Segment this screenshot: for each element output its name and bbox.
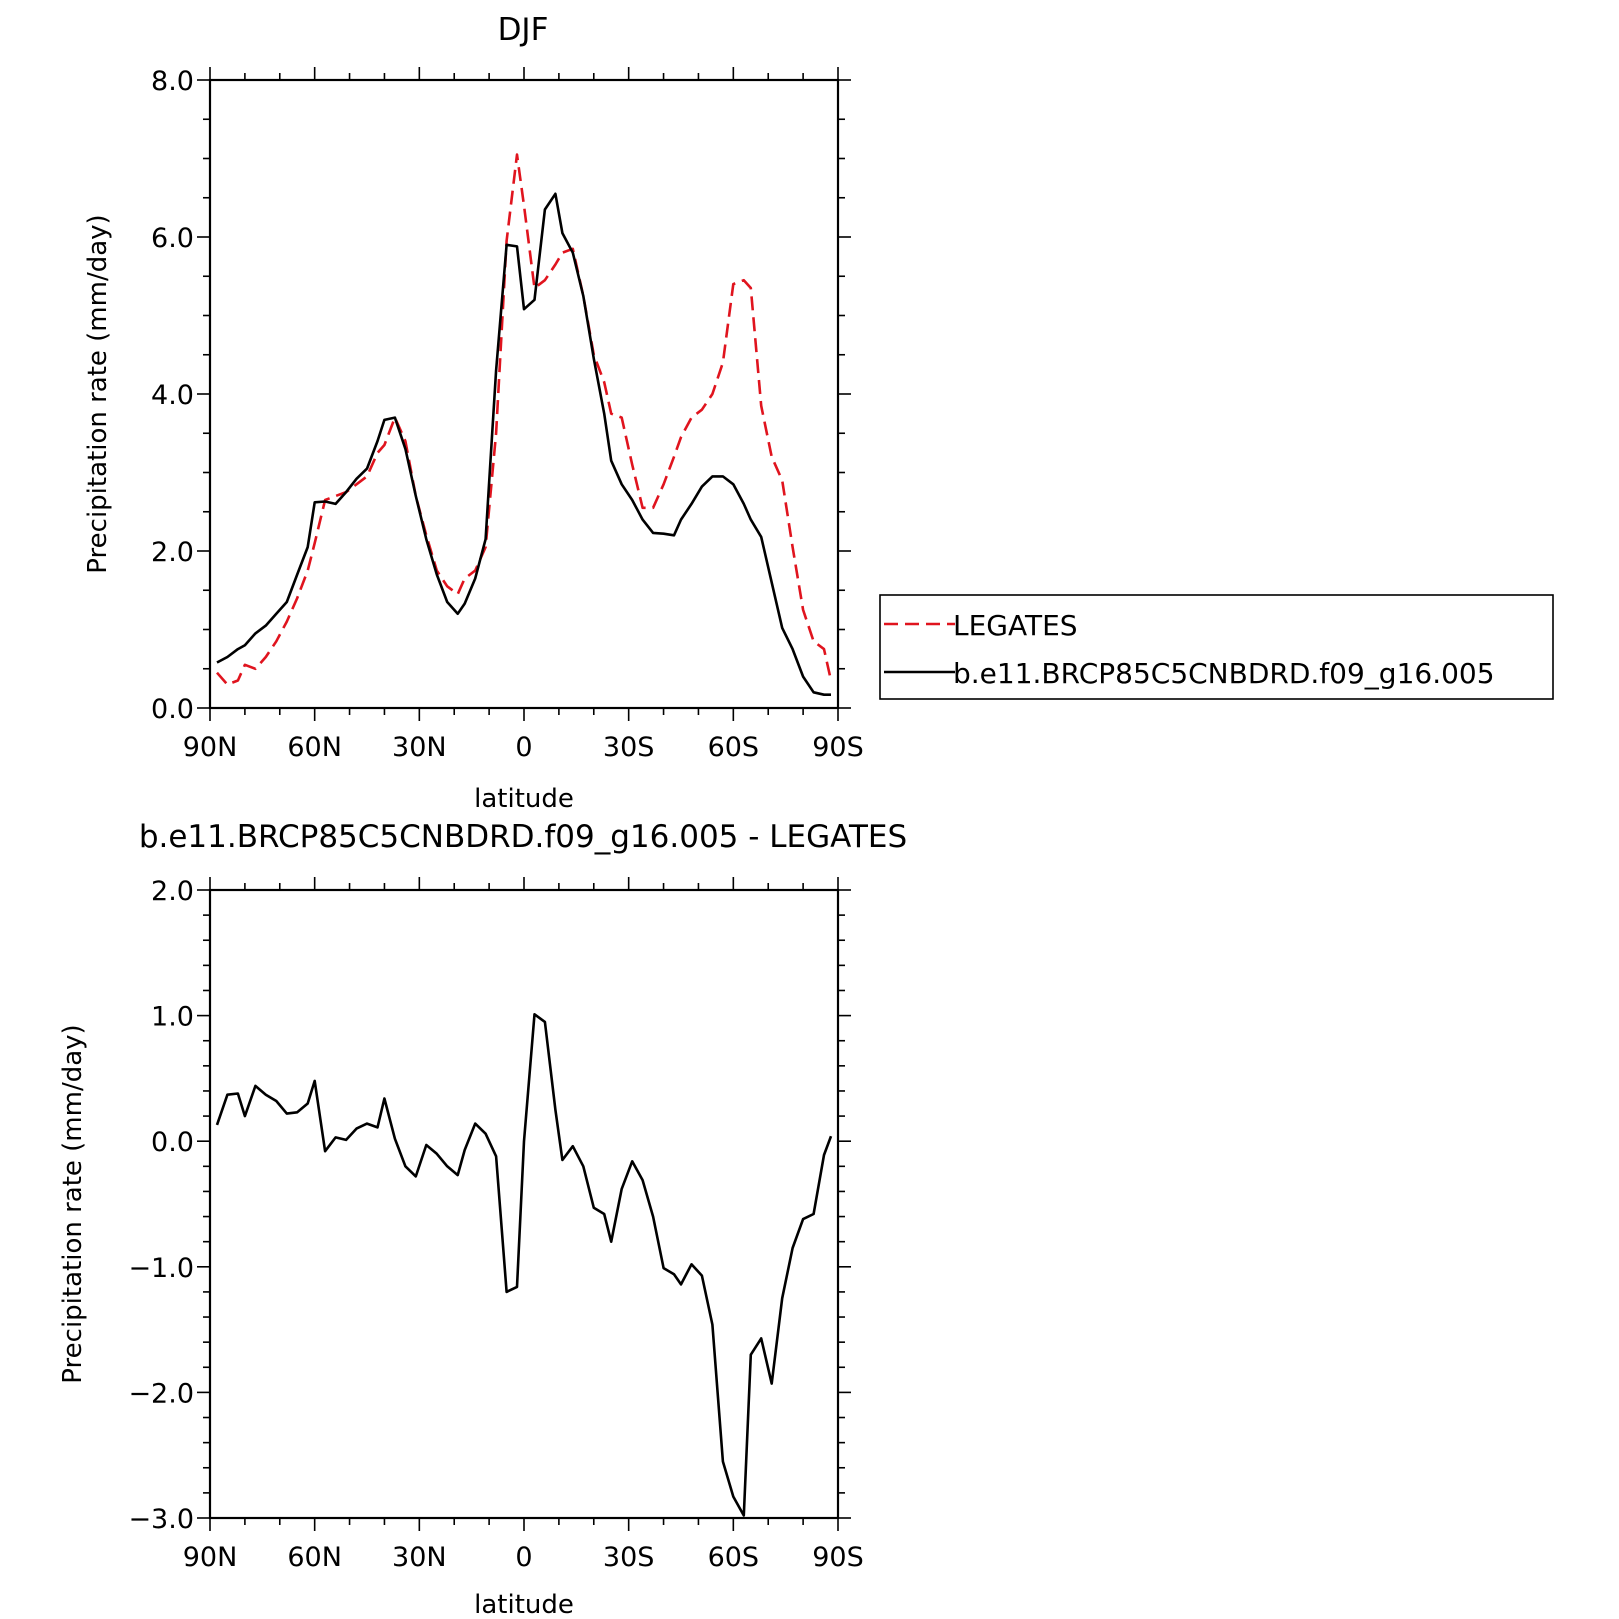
y-tick-label: 1.0 xyxy=(151,1002,194,1033)
legend: LEGATES b.e11.BRCP85C5CNBDRD.f09_g16.005 xyxy=(879,594,1554,700)
climatology-panel: DJF 0.02.04.06.08.0 90N 60N 30N 0 30S 60S 90S … xyxy=(83,12,1554,814)
axis-ticks xyxy=(197,877,851,1531)
panel-title: DJF xyxy=(498,12,549,48)
x-tick-label: 90N xyxy=(183,1542,238,1573)
plot-frame xyxy=(208,78,840,710)
y-tick-label: 2.0 xyxy=(151,537,194,568)
x-tick-label: 0 xyxy=(515,732,532,763)
series-line-model xyxy=(216,192,831,697)
x-axis-label: latitude xyxy=(474,784,574,814)
x-axis-label: latitude xyxy=(474,1590,574,1619)
legend-box xyxy=(879,594,1554,700)
legend-label-model: b.e11.BRCP85C5CNBDRD.f09_g16.005 xyxy=(953,657,1495,690)
legend-label-legates: LEGATES xyxy=(953,609,1078,642)
y-tick-label: −3.0 xyxy=(128,1504,194,1535)
x-tick-label: 60S xyxy=(708,1542,760,1573)
x-tick-label: 30N xyxy=(392,732,447,763)
x-tick-label: 0 xyxy=(515,1542,532,1573)
y-tick-label: 2.0 xyxy=(151,876,194,907)
x-tick-label: 30S xyxy=(603,1542,655,1573)
x-tick-label: 60N xyxy=(287,732,342,763)
plot-frame xyxy=(208,888,840,1520)
panel-title: b.e11.BRCP85C5CNBDRD.f09_g16.005 - LEGAT… xyxy=(139,819,907,855)
series-line-legates xyxy=(216,153,833,686)
y-tick-label: 8.0 xyxy=(151,66,194,97)
x-tick-label: 30S xyxy=(603,732,655,763)
y-tick-labels: 0.0 2.0 4.0 6.0 8.0 xyxy=(151,66,194,725)
x-tick-label: 30N xyxy=(392,1542,447,1573)
y-tick-label: −1.0 xyxy=(128,1253,194,1284)
difference-panel: b.e11.BRCP85C5CNBDRD.f09_g16.005 - LEGAT… xyxy=(58,819,907,1619)
axis-ticks xyxy=(197,67,851,721)
y-tick-label: 4.0 xyxy=(151,380,194,411)
x-tick-label: 90S xyxy=(812,732,864,763)
y-axis-label: Precipitation rate (mm/day) xyxy=(58,1024,88,1383)
y-tick-label: 0.0 xyxy=(151,694,194,725)
x-tick-label: 60N xyxy=(287,1542,342,1573)
x-tick-labels: 90N 60N 30N 0 30S 60S 90S xyxy=(183,732,864,763)
x-tick-label: 60S xyxy=(708,732,760,763)
series-lines xyxy=(215,1012,833,1517)
y-tick-labels: −3.0 −2.0 −1.0 0.0 1.0 2.0 xyxy=(128,876,194,1535)
x-tick-label: 90S xyxy=(812,1542,864,1573)
x-tick-labels: 90N 60N 30N 0 30S 60S 90S xyxy=(183,1542,864,1573)
y-tick-label: −2.0 xyxy=(128,1378,194,1409)
x-tick-label: 90N xyxy=(183,732,238,763)
y-tick-label: 6.0 xyxy=(151,223,194,254)
series-lines xyxy=(216,153,833,697)
series-line-model xyxy=(215,1012,833,1517)
y-axis-label: Precipitation rate (mm/day) xyxy=(83,214,113,573)
y-tick-label: 0.0 xyxy=(151,1127,194,1158)
